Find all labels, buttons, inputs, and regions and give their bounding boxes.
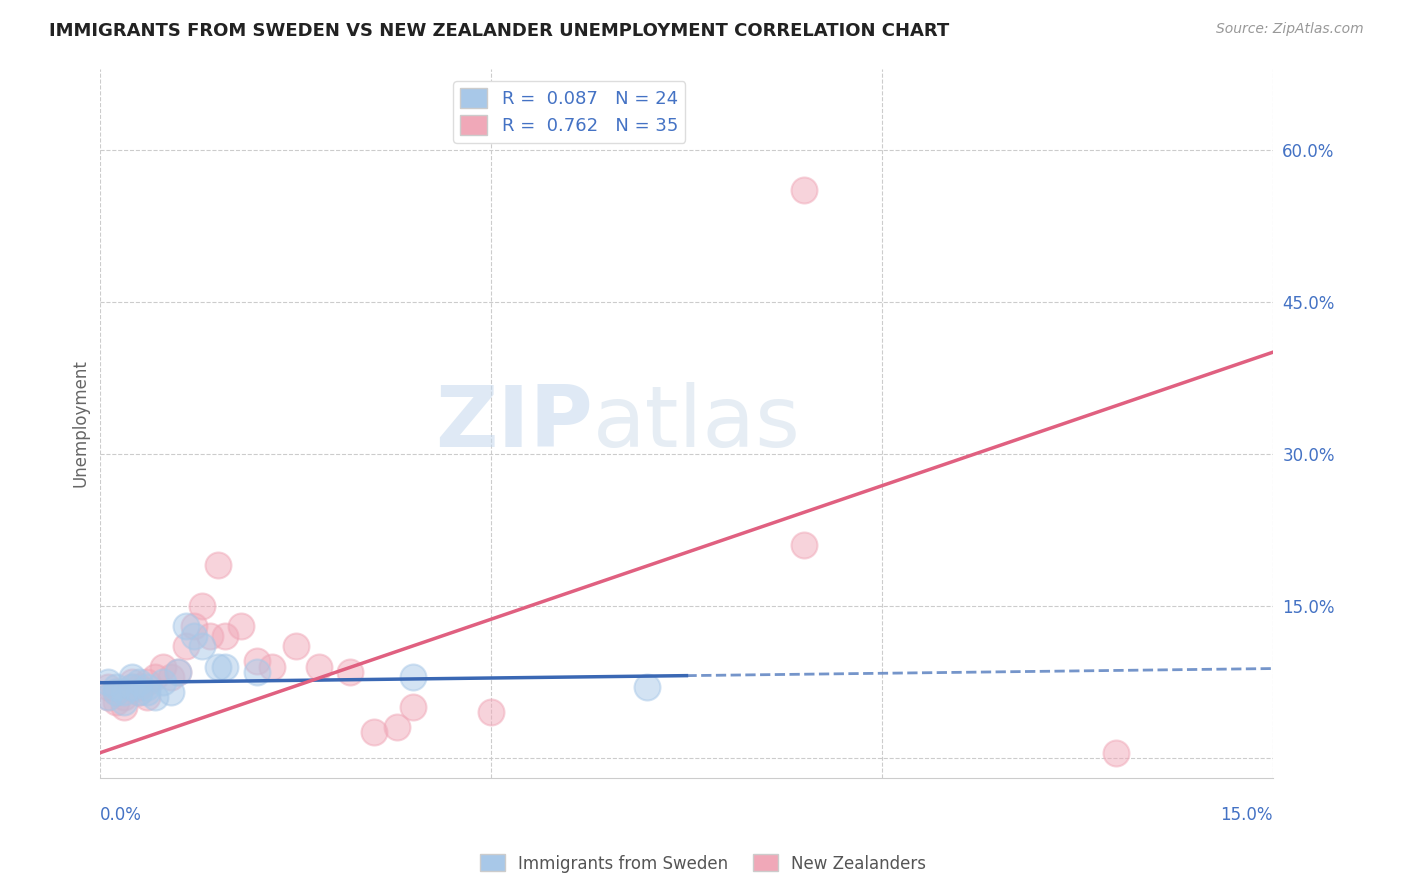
- Point: [1105, 746, 1128, 760]
- Point: [136, 674, 159, 689]
- Legend: Immigrants from Sweden, New Zealanders: Immigrants from Sweden, New Zealanders: [472, 847, 934, 880]
- Point: [214, 629, 236, 643]
- Text: Source: ZipAtlas.com: Source: ZipAtlas.com: [1216, 22, 1364, 37]
- Text: atlas: atlas: [593, 382, 800, 465]
- Point: [128, 680, 150, 694]
- Point: [97, 680, 120, 694]
- Point: [191, 599, 214, 613]
- Point: [112, 685, 135, 699]
- Point: [363, 725, 385, 739]
- Point: [143, 690, 166, 704]
- Point: [207, 558, 229, 573]
- Point: [191, 639, 214, 653]
- Text: IMMIGRANTS FROM SWEDEN VS NEW ZEALANDER UNEMPLOYMENT CORRELATION CHART: IMMIGRANTS FROM SWEDEN VS NEW ZEALANDER …: [49, 22, 949, 40]
- Point: [112, 695, 135, 709]
- Text: 15.0%: 15.0%: [1220, 806, 1272, 824]
- Point: [104, 685, 127, 699]
- Point: [793, 183, 815, 197]
- Point: [402, 670, 425, 684]
- Point: [121, 680, 143, 694]
- Point: [136, 690, 159, 704]
- Point: [136, 680, 159, 694]
- Point: [104, 680, 127, 694]
- Point: [136, 685, 159, 699]
- Point: [246, 655, 269, 669]
- Point: [176, 639, 198, 653]
- Point: [167, 665, 190, 679]
- Point: [104, 695, 127, 709]
- Point: [214, 659, 236, 673]
- Point: [793, 538, 815, 552]
- Point: [167, 665, 190, 679]
- Point: [159, 670, 181, 684]
- Point: [152, 659, 174, 673]
- Text: ZIP: ZIP: [434, 382, 593, 465]
- Point: [176, 619, 198, 633]
- Legend: R =  0.087   N = 24, R =  0.762   N = 35: R = 0.087 N = 24, R = 0.762 N = 35: [453, 81, 685, 143]
- Point: [183, 629, 205, 643]
- Point: [121, 670, 143, 684]
- Point: [159, 685, 181, 699]
- Point: [128, 685, 150, 699]
- Point: [112, 700, 135, 714]
- Point: [97, 674, 120, 689]
- Y-axis label: Unemployment: Unemployment: [72, 359, 89, 487]
- Point: [152, 674, 174, 689]
- Point: [636, 680, 658, 694]
- Point: [128, 674, 150, 689]
- Point: [246, 665, 269, 679]
- Point: [104, 685, 127, 699]
- Point: [198, 629, 221, 643]
- Point: [479, 705, 502, 719]
- Point: [121, 680, 143, 694]
- Point: [262, 659, 284, 673]
- Point: [284, 639, 307, 653]
- Point: [308, 659, 330, 673]
- Point: [97, 690, 120, 704]
- Point: [112, 690, 135, 704]
- Point: [229, 619, 252, 633]
- Text: 0.0%: 0.0%: [100, 806, 142, 824]
- Point: [402, 700, 425, 714]
- Point: [97, 690, 120, 704]
- Point: [143, 670, 166, 684]
- Point: [207, 659, 229, 673]
- Point: [387, 720, 409, 734]
- Point: [183, 619, 205, 633]
- Point: [121, 674, 143, 689]
- Point: [339, 665, 361, 679]
- Point: [128, 685, 150, 699]
